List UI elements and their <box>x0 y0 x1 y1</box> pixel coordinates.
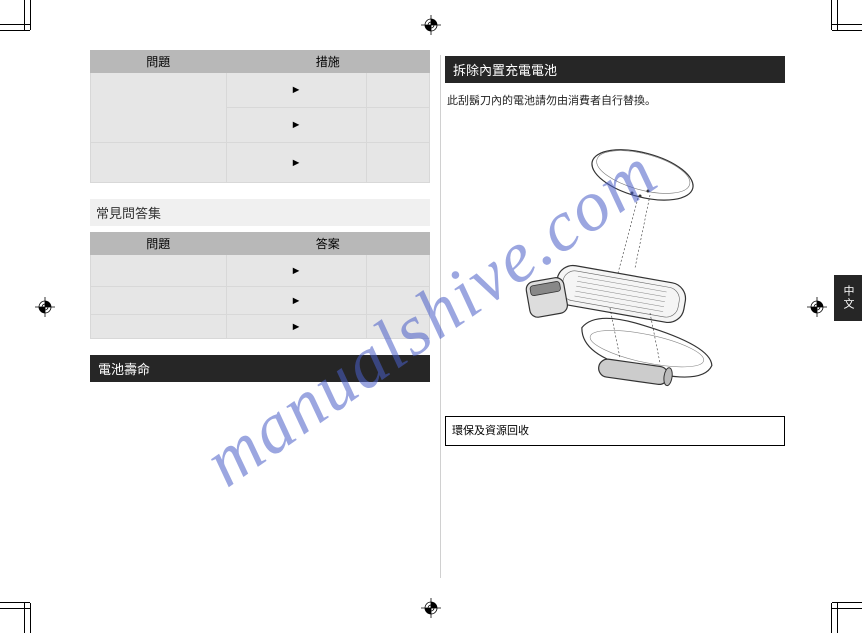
language-tab: 中文 <box>834 275 862 321</box>
arrow-icon: ► <box>226 73 366 108</box>
arrow-icon: ► <box>226 287 366 315</box>
table-row: ► <box>91 315 430 339</box>
registration-mark-right <box>807 297 827 317</box>
th-action: 措施 <box>226 51 429 73</box>
arrow-icon: ► <box>226 143 366 183</box>
table-row: ► <box>91 143 430 183</box>
battery-life-header: 電池壽命 <box>90 355 430 382</box>
faq-header: 常見問答集 <box>90 199 430 226</box>
arrow-icon: ► <box>226 108 366 143</box>
th-problem: 問題 <box>91 51 227 73</box>
registration-mark-top <box>421 15 441 35</box>
troubleshoot-table: 問題 措施 ► ► ► <box>90 50 430 183</box>
table-row: ► <box>91 73 430 108</box>
page-right: 拆除內置充電電池 此刮鬍刀內的電池請勿由消費者自行替換。 <box>445 50 785 583</box>
page-left: 問題 措施 ► ► ► 常見問答集 問題 答案 ► <box>90 50 430 583</box>
registration-mark-left <box>35 297 55 317</box>
remove-battery-header: 拆除內置充電電池 <box>445 56 785 83</box>
page-divider <box>440 55 441 578</box>
arrow-icon: ► <box>226 315 366 339</box>
registration-mark-bottom <box>421 598 441 618</box>
table-row: ► <box>91 287 430 315</box>
battery-warning-text: 此刮鬍刀內的電池請勿由消費者自行替換。 <box>445 89 785 115</box>
faq-table: 問題 答案 ► ► ► <box>90 232 430 339</box>
th-answer: 答案 <box>226 233 429 255</box>
recycle-box: 環保及資源回收 <box>445 416 785 446</box>
shaver-disassembly-diagram <box>490 133 740 398</box>
table-row: ► <box>91 255 430 287</box>
arrow-icon: ► <box>226 255 366 287</box>
th-question: 問題 <box>91 233 227 255</box>
